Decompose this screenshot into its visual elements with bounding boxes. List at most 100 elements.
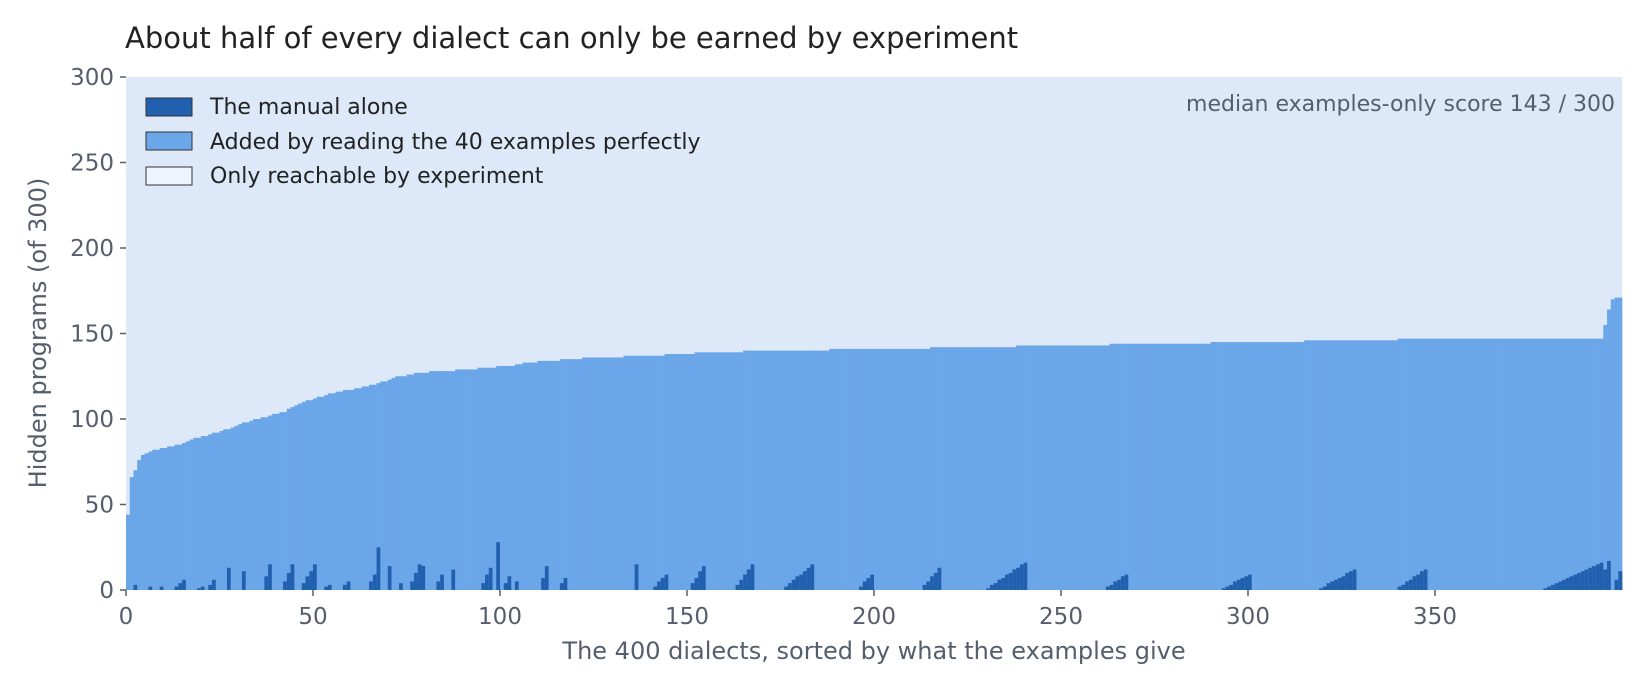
bar-manual bbox=[930, 576, 935, 590]
bar-examples bbox=[432, 371, 437, 590]
bar-examples bbox=[185, 441, 190, 590]
bar-examples bbox=[1509, 338, 1514, 590]
bar-examples bbox=[1408, 338, 1413, 590]
bar-manual bbox=[496, 542, 501, 590]
bar-examples bbox=[458, 369, 463, 590]
bar-manual bbox=[436, 581, 441, 590]
bar-examples bbox=[1386, 340, 1391, 590]
bar-manual bbox=[503, 583, 508, 590]
bar-examples bbox=[1255, 342, 1260, 590]
bar-examples bbox=[1199, 343, 1204, 590]
x-tick-label: 150 bbox=[665, 604, 709, 630]
bar-examples bbox=[1206, 343, 1211, 590]
bar-examples bbox=[1592, 338, 1597, 590]
bar-examples bbox=[1161, 343, 1167, 590]
bar-manual bbox=[1573, 574, 1578, 590]
bar-examples bbox=[1435, 338, 1440, 590]
bar-examples bbox=[1210, 342, 1215, 590]
bar-examples bbox=[1090, 345, 1096, 590]
bar-examples bbox=[249, 420, 254, 590]
bar-manual bbox=[997, 579, 1002, 590]
bar-examples bbox=[1214, 342, 1219, 590]
bar-examples bbox=[215, 432, 220, 590]
bar-manual bbox=[1550, 584, 1556, 590]
bar-manual bbox=[1341, 576, 1346, 590]
bar-examples bbox=[597, 357, 602, 590]
bar-examples bbox=[709, 352, 714, 590]
bar-examples bbox=[971, 347, 976, 590]
y-tick-label: 200 bbox=[70, 236, 114, 262]
bar-examples bbox=[1049, 345, 1054, 590]
bar-examples bbox=[1442, 338, 1447, 590]
bar-manual bbox=[451, 569, 456, 590]
bar-examples bbox=[1390, 340, 1395, 590]
bar-examples bbox=[518, 364, 523, 590]
bar-manual bbox=[1001, 578, 1006, 590]
bar-manual bbox=[1008, 572, 1013, 590]
bar-examples bbox=[1113, 343, 1118, 590]
bar-examples bbox=[874, 348, 879, 590]
bar-examples bbox=[193, 437, 198, 590]
bar-examples bbox=[350, 389, 355, 590]
bar-examples bbox=[735, 352, 740, 590]
bar-examples bbox=[900, 348, 905, 590]
bar-manual bbox=[1599, 562, 1604, 590]
bar-examples bbox=[728, 352, 733, 590]
bar-examples bbox=[399, 376, 404, 590]
bar-examples bbox=[773, 350, 778, 590]
bar-examples bbox=[324, 395, 329, 590]
bar-examples bbox=[1079, 345, 1084, 590]
bar-examples bbox=[634, 355, 639, 590]
bar-manual bbox=[544, 566, 549, 590]
bar-examples bbox=[380, 381, 385, 590]
bar-examples bbox=[1027, 345, 1032, 590]
bar-examples bbox=[563, 359, 568, 590]
bar-manual bbox=[133, 584, 138, 590]
bar-examples bbox=[986, 347, 991, 590]
bar-examples bbox=[1064, 345, 1069, 590]
bar-manual bbox=[743, 574, 748, 590]
bar-examples bbox=[286, 408, 291, 590]
bar-examples bbox=[1341, 340, 1346, 590]
bar-examples bbox=[1225, 342, 1230, 590]
bar-manual bbox=[701, 566, 707, 590]
bar-examples bbox=[1547, 338, 1552, 590]
legend-label-examples: Added by reading the 40 examples perfect… bbox=[210, 130, 701, 155]
bar-examples bbox=[1195, 343, 1200, 590]
bar-examples bbox=[1023, 345, 1028, 590]
bar-manual bbox=[309, 571, 314, 590]
bar-examples bbox=[802, 350, 808, 590]
bar-manual bbox=[208, 584, 213, 590]
bar-examples bbox=[952, 347, 957, 590]
bar-examples bbox=[481, 367, 486, 590]
bar-examples bbox=[1281, 342, 1286, 590]
bar-examples bbox=[1218, 342, 1223, 590]
bar-examples bbox=[541, 360, 546, 590]
bar-examples bbox=[1378, 340, 1383, 590]
bar-manual bbox=[791, 579, 796, 590]
bar-examples bbox=[1124, 343, 1129, 590]
bar-examples bbox=[223, 429, 228, 590]
bar-examples bbox=[339, 391, 344, 590]
bar-examples bbox=[937, 347, 942, 590]
bar-examples bbox=[750, 350, 755, 590]
bar-manual bbox=[657, 581, 662, 590]
bar-manual bbox=[634, 564, 639, 590]
bar-examples bbox=[327, 393, 333, 590]
bar-examples bbox=[840, 348, 845, 590]
bar-examples bbox=[776, 350, 781, 590]
bar-examples bbox=[1176, 343, 1182, 590]
bar-examples bbox=[1180, 343, 1185, 590]
bar-examples bbox=[1102, 345, 1107, 590]
bar-examples bbox=[436, 371, 441, 590]
bar-manual bbox=[1326, 583, 1331, 590]
bar-examples bbox=[642, 355, 647, 590]
bar-manual bbox=[1401, 584, 1406, 590]
bar-examples bbox=[967, 347, 972, 590]
bar-examples bbox=[705, 352, 710, 590]
bar-examples bbox=[1173, 343, 1178, 590]
y-tick-label: 50 bbox=[85, 493, 114, 519]
bar-examples bbox=[406, 374, 411, 590]
bar-examples bbox=[963, 347, 968, 590]
bar-manual bbox=[1584, 569, 1589, 590]
